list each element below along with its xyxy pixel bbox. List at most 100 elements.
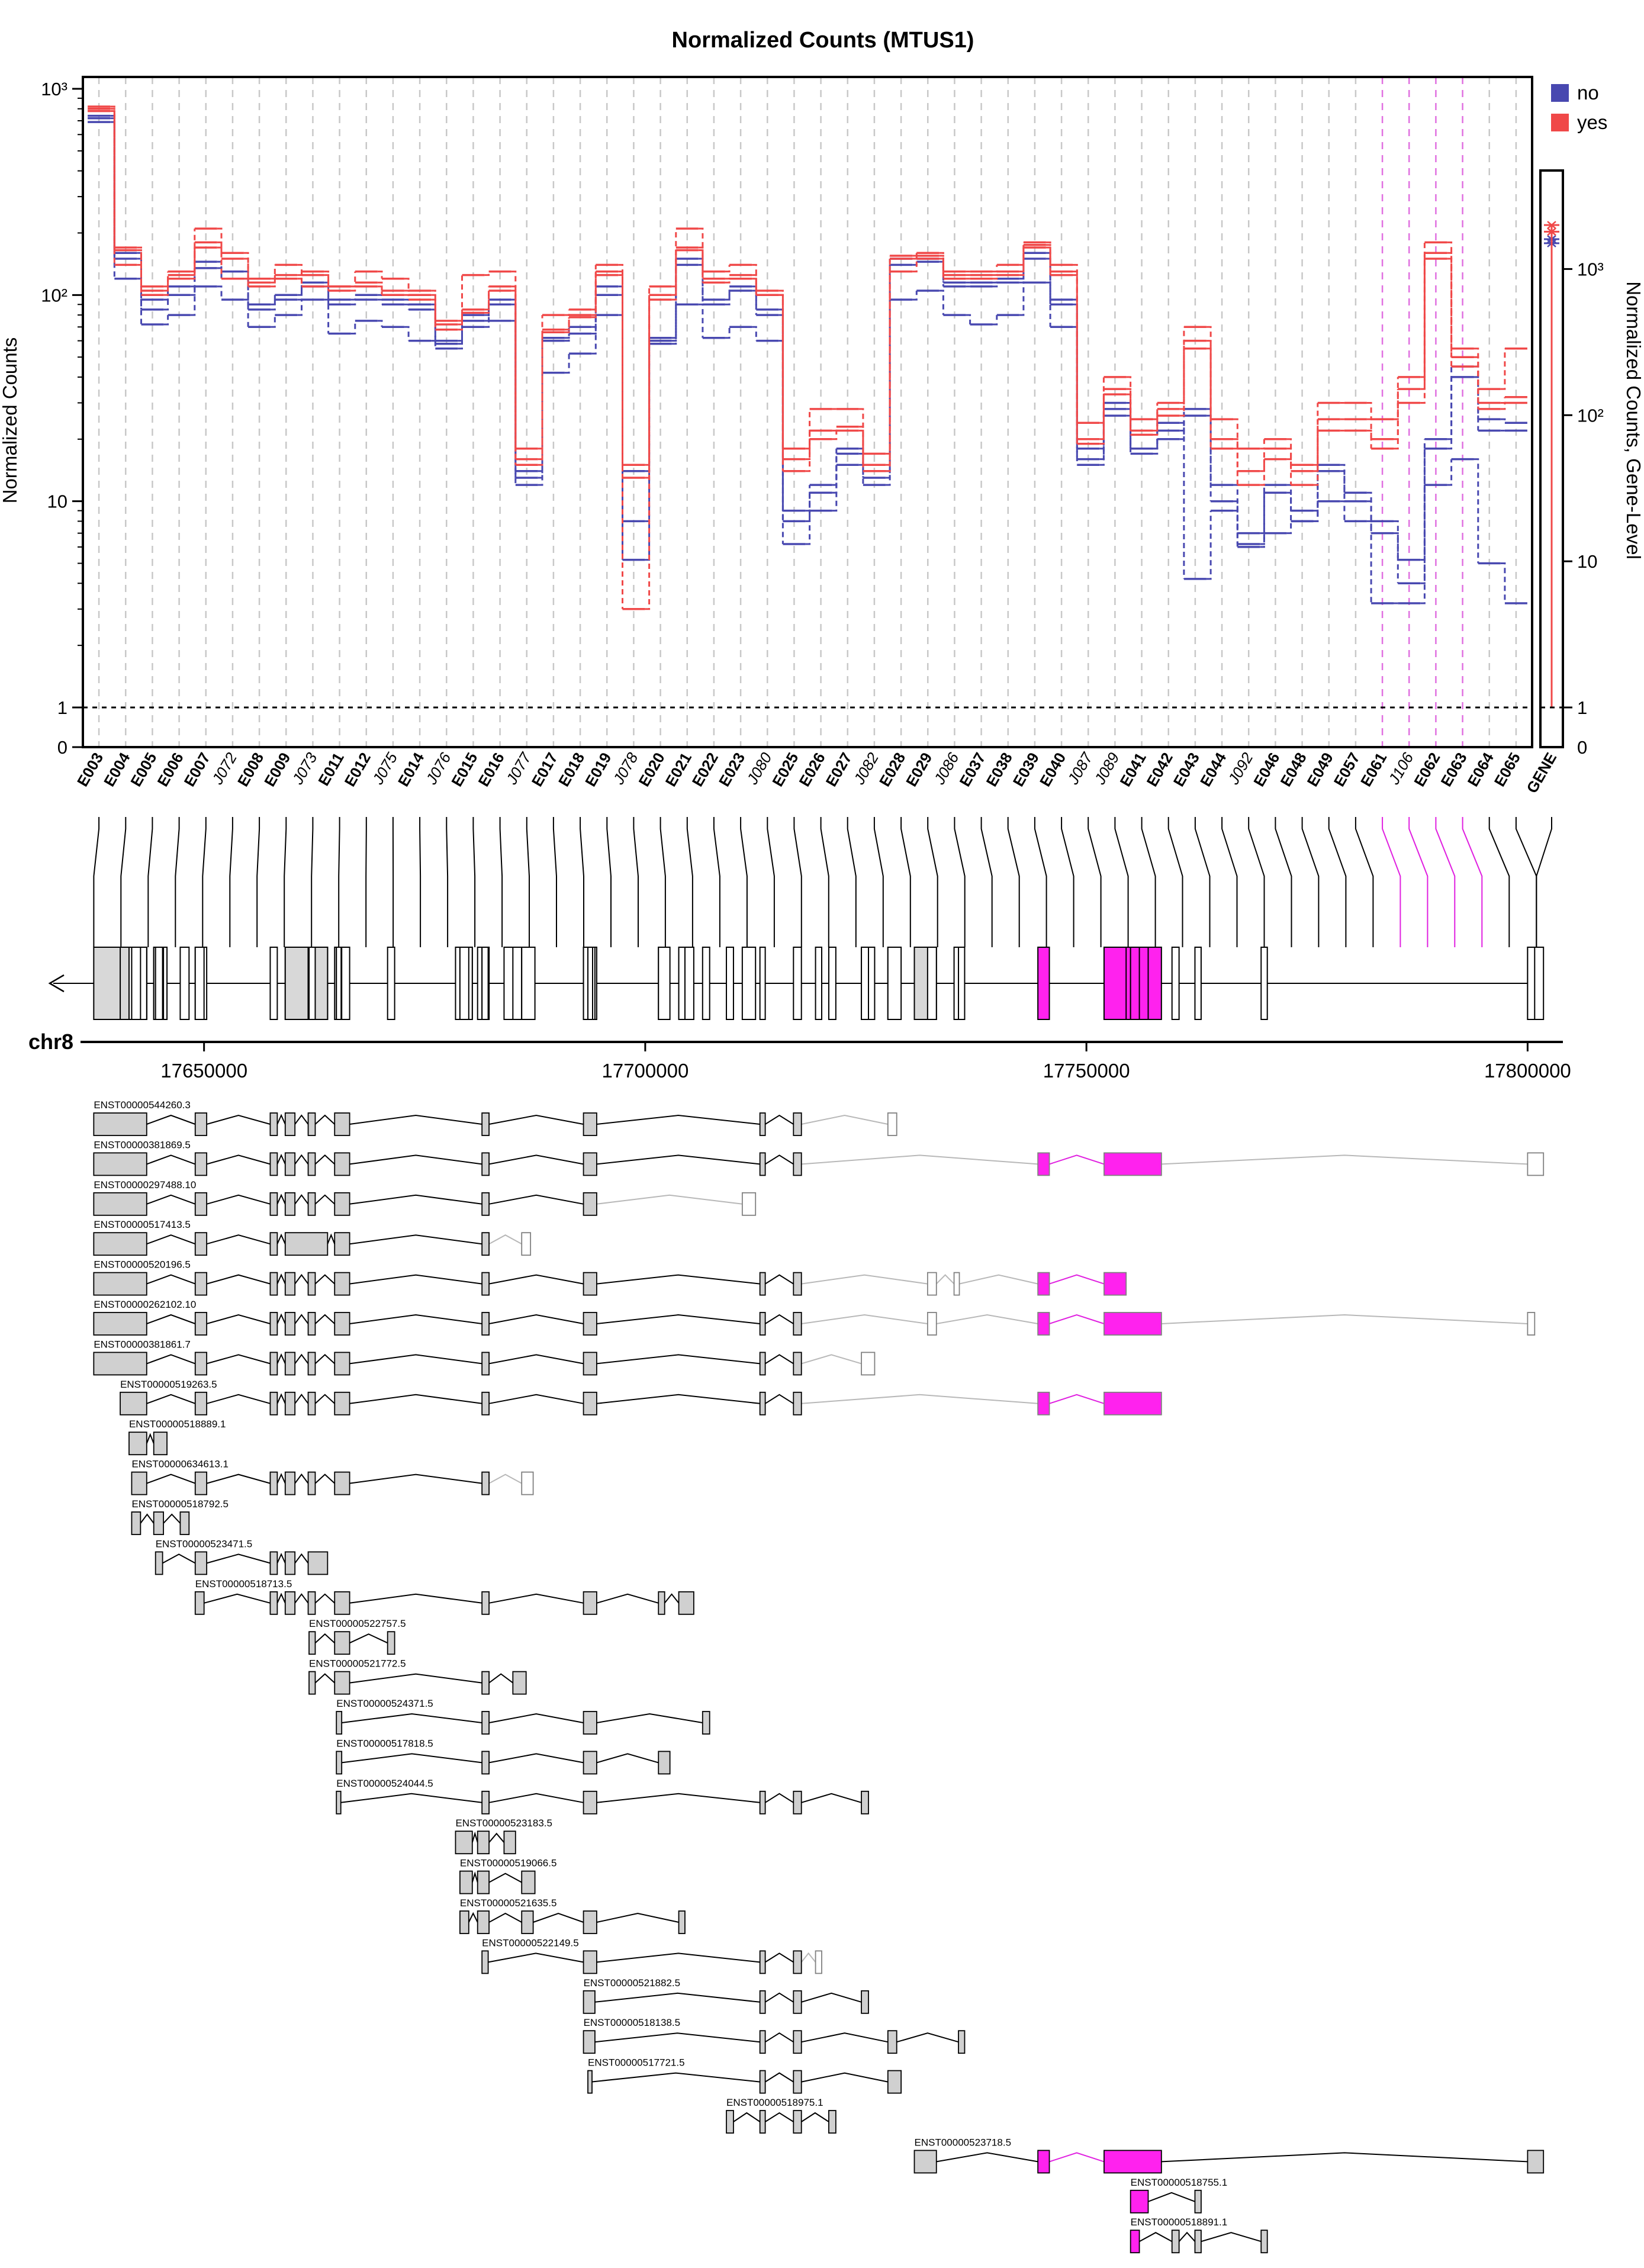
connector-E026 — [820, 817, 829, 947]
transcript-exon — [307, 1312, 316, 1336]
transcript-exon — [658, 1751, 671, 1775]
connector-J087 — [1088, 817, 1102, 947]
transcript-intron — [488, 1474, 522, 1484]
transcript-exon — [861, 1352, 876, 1376]
transcript-intron — [1148, 2192, 1195, 2202]
transcript-exon — [1194, 2189, 1202, 2214]
transcript-ENST00000518713.5: ENST00000518713.5 — [194, 1578, 694, 1615]
gene-model-exon — [336, 947, 342, 1020]
connector-E017 — [552, 817, 557, 947]
gene-model-exon — [481, 947, 489, 1020]
genome-tick-label: 17750000 — [1043, 1060, 1130, 1082]
transcript-intron — [276, 1313, 286, 1324]
transcript-intron — [488, 1793, 584, 1803]
transcript-intron — [471, 1831, 478, 1843]
transcript-exon — [793, 1312, 802, 1336]
y-right-zero-label: 0 — [1577, 737, 1587, 758]
transcript-exon — [284, 1471, 296, 1495]
transcript-exon — [336, 1790, 342, 1815]
transcript-exon — [153, 1511, 165, 1535]
gene-model-exon — [1527, 947, 1536, 1020]
transcript-exon — [334, 1312, 350, 1336]
transcript-intron — [314, 1194, 335, 1205]
transcript-exon — [153, 1431, 168, 1456]
x-label-E007: E007 — [181, 749, 214, 790]
transcript-intron — [140, 1513, 155, 1524]
transcript-id-label: ENST00000634613.1 — [131, 1459, 229, 1470]
gene-model-exon — [459, 947, 469, 1020]
transcript-id-label: ENST00000522149.5 — [482, 1937, 579, 1948]
transcript-id-label: ENST00000520196.5 — [94, 1259, 191, 1270]
x-label-E026: E026 — [795, 749, 828, 790]
transcript-exon — [887, 1112, 897, 1136]
transcript-exon — [1037, 1312, 1050, 1336]
transcript-ENST00000519066.5: ENST00000519066.5 — [459, 1858, 556, 1894]
transcript-exon — [179, 1511, 190, 1535]
connector-E029 — [927, 817, 938, 947]
x-label-E020: E020 — [635, 749, 668, 790]
transcript-exon — [269, 1112, 278, 1136]
transcript-intron — [488, 1354, 584, 1365]
gene-model — [48, 947, 1545, 1020]
transcript-id-label: ENST00000381869.5 — [94, 1139, 191, 1150]
transcript-intron — [314, 1274, 335, 1285]
transcript-intron — [488, 1952, 584, 1963]
transcript-ENST00000517413.5: ENST00000517413.5 — [93, 1219, 532, 1256]
y-axis-label: Normalized Counts — [0, 337, 21, 504]
transcript-ENST00000517721.5: ENST00000517721.5 — [587, 2057, 902, 2094]
x-label-E062: E062 — [1410, 749, 1443, 790]
transcript-ENST00000297488.10: ENST00000297488.10 — [93, 1179, 757, 1216]
transcript-exon — [1103, 1391, 1162, 1416]
transcript-exon — [815, 1950, 822, 1974]
gene-model-exon — [793, 947, 802, 1020]
transcript-intron — [294, 1273, 309, 1285]
genome-axis: chr8 17650000 17700000 17750000 17800000 — [28, 1030, 1571, 1082]
transcript-intron — [146, 1314, 196, 1324]
transcript-intron — [936, 2152, 1038, 2163]
x-label-E017: E017 — [528, 749, 561, 790]
transcript-intron — [765, 1354, 794, 1365]
transcript-exon — [793, 1272, 802, 1296]
transcript-intron — [596, 1713, 703, 1723]
transcript-exon — [194, 1591, 205, 1615]
connector-J092 — [1248, 817, 1265, 947]
transcript-exon — [583, 1790, 597, 1815]
transcript-exon — [455, 1831, 473, 1855]
gene-model-exon — [702, 947, 710, 1020]
transcript-exon — [284, 1312, 296, 1336]
transcript-intron — [801, 1114, 888, 1125]
transcript-exon — [284, 1551, 296, 1575]
connector-E018 — [580, 817, 584, 947]
transcript-exon — [93, 1312, 147, 1336]
transcript-exon — [741, 1192, 757, 1216]
transcript-intron — [488, 1673, 513, 1684]
transcript-intron — [349, 1314, 482, 1324]
x-label-E057: E057 — [1330, 749, 1363, 790]
transcript-ENST00000519263.5: ENST00000519263.5 — [120, 1379, 1162, 1416]
x-label-E008: E008 — [234, 749, 267, 790]
transcript-exon — [861, 1790, 869, 1815]
transcript-intron — [146, 1433, 155, 1444]
gene-model-exon — [1130, 947, 1140, 1020]
transcript-intron — [596, 1912, 679, 1923]
transcript-intron — [1049, 1274, 1105, 1285]
transcript-exon — [828, 2110, 837, 2134]
transcript-intron — [349, 1673, 482, 1684]
connector-J076 — [446, 817, 449, 947]
transcript-exon — [334, 1671, 350, 1695]
transcript-intron — [488, 1912, 522, 1923]
transcript-exon — [336, 1751, 343, 1775]
transcript-exon — [194, 1232, 208, 1256]
transcript-intron — [765, 1114, 794, 1125]
y-tick-label: 10² — [41, 285, 67, 305]
transcript-exon — [793, 1990, 802, 2014]
transcript-intron — [801, 1154, 1038, 1165]
transcript-intron — [1049, 1154, 1105, 1165]
x-label-E027: E027 — [822, 749, 855, 790]
transcript-exon — [269, 1152, 278, 1176]
transcript-ENST00000518891.1: ENST00000518891.1 — [1130, 2216, 1268, 2254]
transcript-exon — [307, 1352, 316, 1376]
transcript-exon — [93, 1352, 147, 1376]
transcript-id-label: ENST00000517413.5 — [94, 1219, 191, 1230]
